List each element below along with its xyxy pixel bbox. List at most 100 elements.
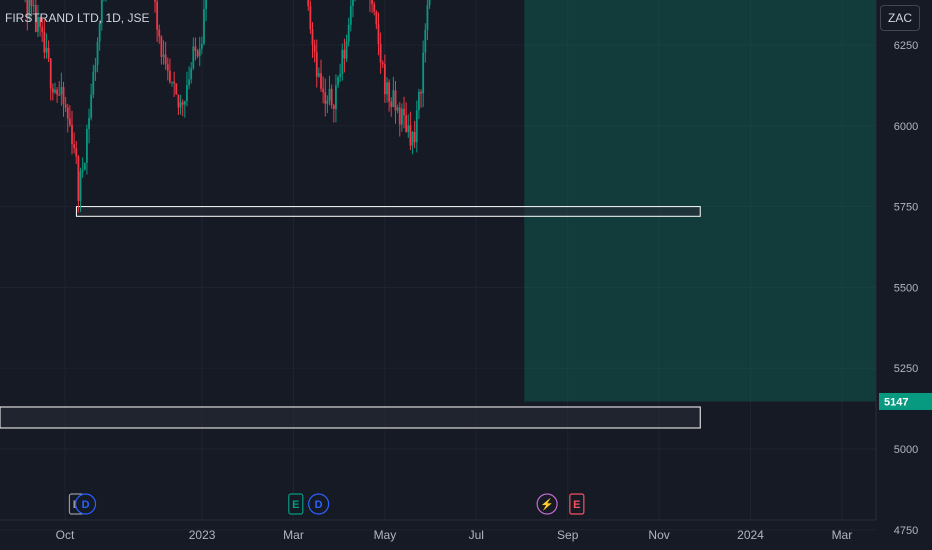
candle-body bbox=[339, 74, 342, 78]
candle-body bbox=[30, 0, 33, 6]
currency-label: ZAC bbox=[888, 11, 912, 25]
candle-body bbox=[375, 11, 378, 25]
plot-area bbox=[0, 0, 876, 520]
candle-body bbox=[307, 0, 310, 7]
candle-body bbox=[188, 79, 190, 86]
x-tick-label: 2023 bbox=[189, 528, 216, 542]
candle-body bbox=[158, 29, 161, 37]
candle-body bbox=[418, 91, 420, 111]
candle-body bbox=[196, 51, 199, 57]
candle-body bbox=[49, 58, 52, 89]
candle-body bbox=[335, 85, 337, 110]
candle-body bbox=[77, 156, 80, 201]
price-scale[interactable] bbox=[876, 0, 932, 550]
dividend-marker-icon[interactable] bbox=[308, 493, 330, 515]
candle-body bbox=[409, 125, 412, 146]
dividend-marker-icon[interactable] bbox=[74, 493, 97, 515]
candle-body bbox=[64, 104, 67, 108]
candle-body bbox=[154, 0, 156, 2]
candle-body bbox=[175, 83, 178, 95]
candle-body bbox=[400, 108, 403, 125]
candle-body bbox=[428, 0, 431, 6]
candle-body bbox=[315, 52, 318, 77]
candle-body bbox=[75, 148, 78, 157]
candle-body bbox=[381, 62, 384, 65]
candle-body bbox=[320, 73, 322, 89]
chart-title: FIRSTRAND LTD, 1D, JSE bbox=[5, 11, 150, 25]
candle-body bbox=[383, 64, 386, 95]
candle-body bbox=[56, 89, 59, 95]
price-badge-label: 5147 bbox=[884, 396, 908, 408]
candle-body bbox=[330, 88, 333, 106]
candle-body bbox=[45, 47, 48, 53]
candle-body bbox=[422, 52, 425, 94]
y-tick-label: 4750 bbox=[894, 525, 918, 537]
candle-body bbox=[68, 118, 71, 125]
event-marker-label: D bbox=[82, 499, 90, 511]
y-tick-label: 5750 bbox=[894, 202, 918, 214]
candle-body bbox=[164, 54, 167, 65]
candle-body bbox=[322, 88, 325, 93]
event-marker-label: E bbox=[292, 499, 299, 511]
candle-body bbox=[420, 91, 422, 94]
candle-body bbox=[332, 105, 335, 110]
candle-body bbox=[203, 9, 205, 44]
event-marker-label: D bbox=[315, 499, 323, 511]
candle-body bbox=[345, 41, 348, 59]
y-tick-label: 5500 bbox=[894, 282, 918, 294]
price-badge bbox=[879, 392, 932, 410]
candle-body bbox=[343, 49, 346, 59]
candle-body bbox=[94, 65, 97, 72]
candle-body bbox=[58, 94, 61, 96]
candle-body bbox=[90, 94, 93, 118]
candle-body bbox=[192, 46, 195, 69]
candle-body bbox=[309, 6, 312, 29]
candle-body bbox=[190, 68, 193, 80]
candle-body bbox=[81, 169, 84, 172]
candle-body bbox=[183, 101, 186, 105]
candle-body bbox=[98, 22, 101, 42]
candle-body bbox=[32, 5, 35, 7]
candle-body bbox=[347, 24, 350, 42]
candle-body bbox=[156, 1, 159, 30]
earnings-marker-icon[interactable] bbox=[288, 493, 304, 515]
candle-body bbox=[407, 125, 410, 132]
candle-body bbox=[198, 48, 201, 57]
event-marker-label: E bbox=[573, 499, 580, 511]
candle-body bbox=[28, 0, 31, 19]
candle-body bbox=[41, 26, 44, 33]
candle-body bbox=[390, 101, 393, 108]
candle-body bbox=[47, 47, 50, 59]
sr-zone[interactable] bbox=[75, 206, 701, 217]
currency-button[interactable]: ZAC bbox=[880, 5, 920, 31]
candle-body bbox=[26, 0, 29, 19]
take-profit-zone[interactable] bbox=[524, 0, 932, 402]
candle-body bbox=[166, 64, 169, 71]
candle-body bbox=[413, 131, 416, 143]
candle-body bbox=[398, 107, 401, 125]
candle-body bbox=[379, 44, 382, 63]
candle-body bbox=[39, 17, 41, 27]
candle-body bbox=[181, 102, 184, 105]
candle-body bbox=[62, 87, 65, 105]
split-marker-icon[interactable] bbox=[536, 493, 558, 515]
candle-body bbox=[160, 36, 163, 57]
candle-body bbox=[405, 115, 408, 132]
candle-body bbox=[177, 94, 180, 108]
earnings-marker-icon[interactable] bbox=[569, 493, 585, 515]
x-tick-label: Sep bbox=[557, 528, 579, 542]
candle-body bbox=[311, 28, 314, 45]
candle-body bbox=[326, 100, 329, 104]
x-tick-label: Jul bbox=[469, 528, 484, 542]
candle-body bbox=[415, 110, 418, 143]
candle-body bbox=[388, 82, 391, 102]
event-marker-label: ⚡ bbox=[540, 498, 554, 511]
candle-body bbox=[60, 87, 63, 95]
sr-zone[interactable] bbox=[0, 406, 701, 429]
candle-body bbox=[411, 131, 414, 146]
candle-body bbox=[34, 5, 37, 32]
candle-body bbox=[371, 0, 373, 5]
candle-body bbox=[96, 41, 99, 66]
